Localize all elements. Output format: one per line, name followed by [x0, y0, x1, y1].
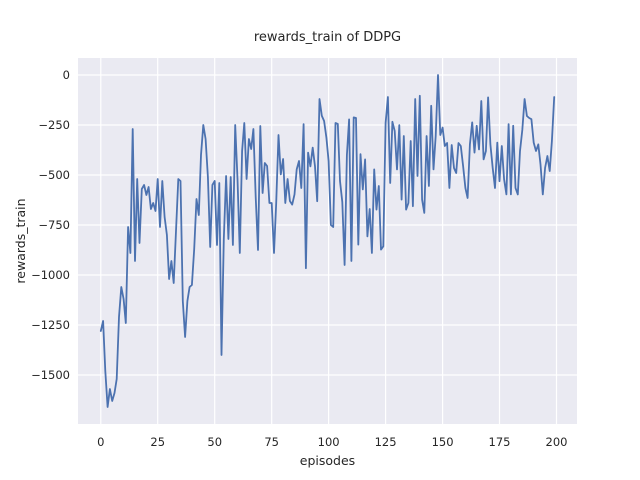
x-tick-label: 150: [431, 435, 454, 449]
x-axis-label: episodes: [299, 453, 356, 468]
y-tick-label: −250: [38, 118, 70, 132]
y-axis-label: rewards_train: [13, 198, 28, 284]
y-tick-label: −750: [38, 218, 70, 232]
x-tick-label: 0: [97, 435, 105, 449]
x-tick-label: 25: [150, 435, 166, 449]
y-tick-label: −1000: [31, 268, 70, 282]
y-tick-label: −1500: [31, 368, 70, 382]
series-line-rewards_train: [99, 74, 556, 408]
x-tick-label: 175: [488, 435, 511, 449]
plot-area: [78, 58, 577, 424]
x-tick-label: 200: [545, 435, 568, 449]
x-tick-label: 50: [207, 435, 223, 449]
plot-canvas: [78, 58, 577, 424]
x-tick-label: 75: [264, 435, 279, 449]
y-tick-label: 0: [62, 68, 70, 82]
y-tick-label: −1250: [31, 318, 70, 332]
chart-title: rewards_train of DDPG: [253, 30, 402, 45]
y-tick-label: −500: [38, 168, 70, 182]
x-tick-label: 100: [317, 435, 340, 449]
x-tick-label: 125: [374, 435, 397, 449]
